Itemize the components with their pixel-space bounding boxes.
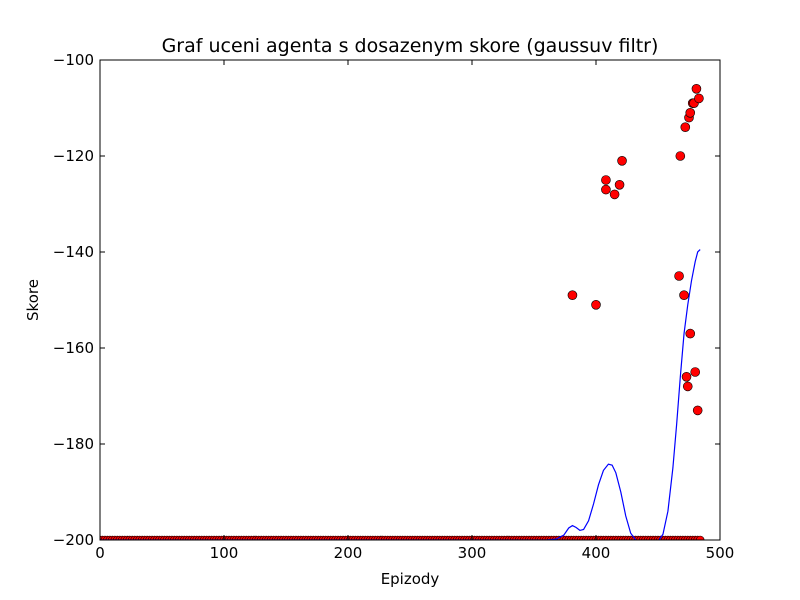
score-point xyxy=(680,122,691,132)
score-point xyxy=(601,175,611,185)
score-point xyxy=(567,290,578,301)
y-tick-label: −120 xyxy=(53,147,94,165)
score-point xyxy=(681,371,692,382)
y-axis-label: Skore xyxy=(24,279,42,321)
x-tick-label: 0 xyxy=(95,544,105,562)
axis-ticks: 0 100 200 300 400 500 −200 −180 −160 −140 −120 −100 xyxy=(53,51,735,562)
score-point xyxy=(601,184,611,195)
x-tick-label: 200 xyxy=(334,544,363,562)
y-tick-label: −160 xyxy=(53,339,94,357)
chart-title: Graf uceni agenta s dosazenym skore (gau… xyxy=(162,35,659,57)
score-point xyxy=(690,367,701,377)
score-point xyxy=(685,108,696,118)
y-tick-label: −140 xyxy=(53,243,94,261)
x-tick-label: 400 xyxy=(582,544,611,562)
x-tick-label: 100 xyxy=(210,544,239,562)
score-point xyxy=(691,84,702,94)
baseline-point xyxy=(695,535,705,540)
y-tick-label: −200 xyxy=(53,531,94,549)
score-point xyxy=(675,151,686,161)
gauss-filter-line xyxy=(100,249,701,540)
score-point xyxy=(682,381,693,392)
axes-frame xyxy=(99,59,721,541)
score-point xyxy=(591,299,601,310)
score-point xyxy=(679,290,689,301)
x-tick-label: 500 xyxy=(706,544,735,562)
score-point xyxy=(692,405,703,416)
score-point xyxy=(674,271,684,281)
score-point xyxy=(614,180,625,190)
score-point xyxy=(617,156,627,166)
x-tick-label: 300 xyxy=(458,544,487,562)
score-point xyxy=(609,189,620,200)
x-axis-label: Epizody xyxy=(381,570,440,588)
score-point xyxy=(694,93,704,104)
y-tick-label: −180 xyxy=(53,435,94,453)
plot-area xyxy=(100,84,705,540)
y-tick-label: −100 xyxy=(53,51,94,69)
score-point xyxy=(685,328,696,339)
